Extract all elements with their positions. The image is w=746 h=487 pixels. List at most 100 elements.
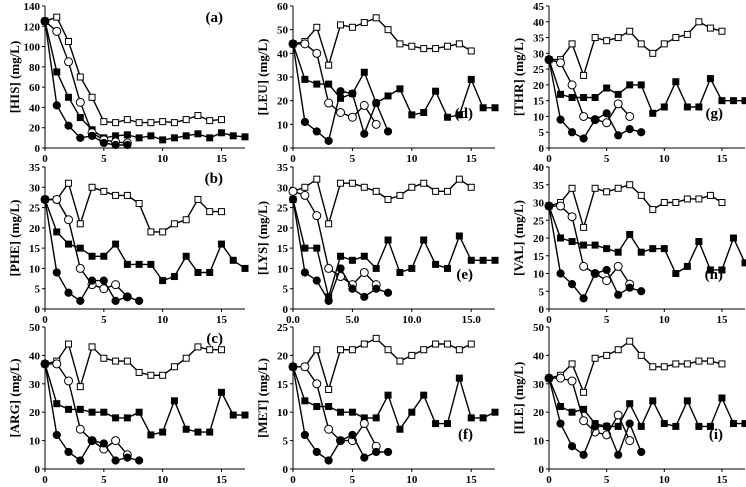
marker-filled-square (649, 109, 657, 117)
x-tick-label: 15 (466, 474, 478, 486)
marker-filled-circle (288, 39, 298, 48)
marker-filled-circle (64, 288, 73, 297)
marker-open-square (591, 354, 599, 362)
marker-open-square (637, 40, 645, 48)
marker-filled-square (348, 256, 356, 264)
y-axis-title: [MET] (mg/L) (255, 358, 270, 438)
marker-filled-circle (614, 290, 623, 299)
x-tick-label: 5 (604, 314, 610, 326)
marker-filled-square (672, 270, 680, 277)
marker-filled-circle (544, 55, 554, 64)
marker-open-square (337, 179, 345, 187)
marker-filled-circle (324, 136, 333, 145)
x-tick-label: 15 (216, 474, 228, 486)
marker-filled-circle (52, 268, 61, 277)
marker-filled-square (683, 397, 691, 405)
x-tick-label: 5 (101, 153, 107, 165)
marker-filled-circle (312, 127, 321, 136)
marker-open-square (683, 195, 691, 203)
marker-filled-square (706, 266, 714, 274)
marker-filled-circle (591, 422, 600, 431)
marker-filled-square (123, 414, 131, 422)
marker-filled-circle (111, 296, 120, 305)
marker-open-circle (300, 39, 310, 49)
marker-filled-square (76, 244, 84, 252)
marker-filled-square (614, 248, 622, 256)
marker-open-square (614, 346, 622, 354)
marker-open-square (467, 47, 475, 55)
marker-open-square (123, 116, 131, 124)
y-tick-label: 30 (277, 72, 289, 84)
marker-open-circle (64, 57, 74, 67)
marker-open-square (206, 208, 214, 216)
marker-filled-square (159, 277, 167, 285)
marker-filled-circle (637, 128, 646, 137)
marker-open-square (53, 13, 61, 21)
marker-open-square (348, 179, 356, 187)
y-tick-label: 5 (539, 286, 545, 298)
marker-open-square (182, 216, 190, 224)
marker-filled-circle (312, 447, 321, 457)
marker-filled-square (432, 260, 440, 268)
marker-filled-square (408, 264, 416, 272)
marker-filled-circle (579, 450, 588, 459)
marker-open-square (660, 199, 668, 206)
marker-filled-square (206, 428, 214, 436)
marker-open-circle (52, 194, 62, 204)
marker-filled-square (455, 111, 463, 119)
y-tick-label: 10 (277, 119, 289, 131)
marker-filled-square (65, 240, 73, 248)
x-tick-label: 5 (350, 474, 356, 486)
marker-open-square (649, 206, 657, 214)
marker-filled-square (479, 414, 487, 422)
y-axis-title: [PHE] (mg/L) (7, 200, 22, 277)
marker-filled-square (660, 103, 668, 111)
marker-open-circle (625, 436, 635, 446)
marker-filled-square (337, 94, 345, 102)
x-tick-label: 0 (546, 474, 552, 486)
marker-filled-square (147, 132, 155, 140)
x-tick-label: 10.0 (402, 314, 422, 326)
x-tick-label: 15 (716, 314, 728, 326)
y-tick-label: 30 (29, 379, 41, 391)
marker-open-square (614, 34, 622, 42)
marker-open-square (706, 357, 714, 365)
marker-open-square (206, 117, 214, 125)
marker-filled-square (557, 403, 565, 411)
x-tick-label: 0 (42, 474, 48, 486)
panel-letter: (g) (706, 106, 724, 122)
marker-filled-square (372, 414, 380, 422)
marker-filled-square (112, 240, 120, 248)
marker-filled-square (301, 75, 309, 83)
marker-open-circle (556, 201, 566, 211)
marker-open-square (568, 184, 576, 192)
marker-open-square (443, 187, 451, 195)
marker-filled-circle (637, 447, 646, 457)
x-tick-label: 5 (101, 474, 107, 486)
marker-open-square (603, 351, 611, 359)
y-tick-label: 30 (533, 379, 545, 391)
y-tick-label: 15 (533, 251, 545, 263)
marker-filled-square (135, 134, 143, 142)
x-tick-label: 0 (546, 153, 552, 165)
panel-b: 0 5 10 15 20 25 30 35 0 5 10 15 [PHE] (mg/L) (b) (7, 162, 249, 326)
marker-open-square (337, 21, 345, 29)
marker-filled-square (649, 245, 657, 253)
marker-filled-circle (567, 280, 577, 289)
marker-open-square (194, 195, 202, 203)
marker-open-square (683, 30, 691, 38)
marker-filled-circle (312, 276, 321, 285)
marker-filled-square (455, 374, 463, 382)
x-tick-label: 5 (604, 153, 610, 165)
marker-filled-square (65, 93, 73, 101)
y-tick-label: 25 (533, 64, 545, 76)
marker-filled-circle (383, 447, 393, 457)
x-tick-label: 15 (716, 474, 728, 486)
y-axis-title: [ILE] (mg/L) (511, 362, 526, 435)
x-tick-label: 0 (290, 474, 296, 486)
y-tick-label: 15 (533, 96, 545, 108)
y-tick-label: 35 (277, 162, 289, 174)
marker-open-square (100, 354, 108, 362)
marker-open-square (706, 24, 714, 32)
marker-open-square (683, 360, 691, 368)
